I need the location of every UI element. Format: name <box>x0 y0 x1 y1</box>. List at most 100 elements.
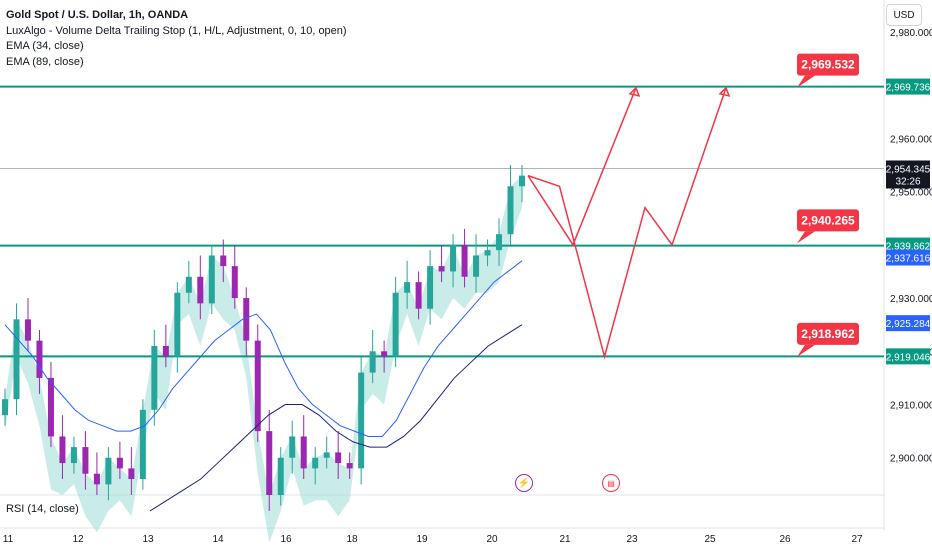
level-price-label: 2,939.862 <box>886 242 931 253</box>
callout-box <box>797 53 859 76</box>
candle-body <box>277 457 284 495</box>
y-tick-label: 2,950.000 <box>890 188 932 199</box>
callout-pointer <box>797 231 815 244</box>
candle-body <box>381 351 388 357</box>
candle-body <box>496 234 503 251</box>
chart-legend: Gold Spot / U.S. Dollar, 1h, OANDA LuxAl… <box>6 8 347 70</box>
indicator-luxalgo: LuxAlgo - Volume Delta Trailing Stop (1,… <box>6 24 347 37</box>
indicator-ema34: EMA (34, close) <box>6 40 84 52</box>
candle-body <box>197 276 204 304</box>
rsi-pane-label: RSI (14, close) <box>6 503 79 515</box>
candle-body <box>266 431 273 495</box>
candle-body <box>220 255 227 267</box>
candle-body <box>105 457 112 485</box>
level-price-label: 2,969.736 <box>886 83 931 94</box>
price-badge-label: 2,937.616 <box>886 254 931 265</box>
candle-body <box>185 276 192 293</box>
candle-body <box>174 292 181 357</box>
x-tick-label: 16 <box>280 534 292 545</box>
level-price-badge <box>886 348 930 365</box>
price-badge <box>886 160 930 189</box>
trailing-stop-band <box>5 175 522 543</box>
candle-body <box>82 447 89 474</box>
level-price-badge <box>886 78 930 95</box>
candle-body <box>450 244 457 272</box>
x-tick-label: 27 <box>851 534 863 545</box>
x-tick-label: 13 <box>142 534 154 545</box>
candle-body <box>404 282 411 293</box>
candle-body <box>415 282 422 309</box>
candle-body <box>335 452 342 464</box>
ema89-line <box>149 324 523 512</box>
candle-body <box>36 340 43 378</box>
x-tick-label: 18 <box>346 534 358 545</box>
candle-body <box>116 457 123 469</box>
callout-box <box>797 209 859 232</box>
candle-body <box>93 473 100 485</box>
candle-body <box>231 266 238 299</box>
callout-label: 2,940.265 <box>801 213 855 227</box>
candle-body <box>392 292 399 357</box>
price-badge-label: 2,954.345 <box>886 164 931 175</box>
callout-pointer <box>797 344 815 357</box>
callout-label: 2,918.962 <box>801 327 855 341</box>
y-tick-label: 2,960.000 <box>890 134 932 145</box>
x-tick-label: 21 <box>559 534 571 545</box>
candle-body <box>70 447 77 464</box>
price-badge <box>886 249 930 266</box>
lightning-event-icon[interactable]: ⚡ <box>515 474 533 492</box>
candle-body <box>151 345 158 410</box>
x-tick-label: 11 <box>3 534 14 545</box>
us-flag-event-icon[interactable]: ▤ <box>602 474 620 492</box>
callout-label: 2,969.532 <box>801 58 855 72</box>
candle-body <box>13 319 20 400</box>
x-tick-label: 25 <box>704 534 716 545</box>
currency-button[interactable]: USD <box>886 4 922 26</box>
candle-body <box>2 399 8 416</box>
candle-body <box>438 266 445 272</box>
x-tick-label: 26 <box>779 534 791 545</box>
candle-body <box>473 255 480 277</box>
y-tick-label: 2,910.000 <box>890 401 932 412</box>
callout-box <box>797 322 859 345</box>
y-tick-label: 2,900.000 <box>890 454 932 465</box>
candle-body <box>254 340 261 432</box>
candle-body <box>47 377 54 437</box>
x-tick-label: 12 <box>72 534 84 545</box>
candle-body <box>358 372 365 469</box>
forecast-path-0 <box>527 87 637 247</box>
x-tick-label: 19 <box>416 534 428 545</box>
candle-body <box>243 298 250 341</box>
level-price-label: 2,919.046 <box>886 352 931 363</box>
candle-body <box>208 255 215 304</box>
candle-body <box>323 452 330 458</box>
candle-body <box>427 266 434 309</box>
ema34-line <box>4 260 523 437</box>
candle-body <box>59 436 66 464</box>
candle-body <box>289 436 296 458</box>
candle-body <box>346 463 353 469</box>
candle-body <box>162 345 169 357</box>
candle-body <box>312 457 319 469</box>
forecast-arrowhead <box>718 86 731 97</box>
x-tick-label: 14 <box>212 534 224 545</box>
chart-title: Gold Spot / U.S. Dollar, 1h, OANDA <box>6 9 189 21</box>
x-tick-label: 23 <box>626 534 638 545</box>
x-tick-label: 20 <box>486 534 498 545</box>
candle-body <box>507 186 514 235</box>
countdown-label: 32:26 <box>895 176 920 187</box>
y-tick-label: 2,930.000 <box>890 294 932 305</box>
candle-body <box>139 409 146 480</box>
candle-body <box>24 319 31 341</box>
candle-body <box>461 244 468 277</box>
indicator-ema89: EMA (89, close) <box>6 55 84 68</box>
candle-body <box>369 351 376 373</box>
candle-body <box>519 175 525 187</box>
candle-body <box>128 468 135 480</box>
forecast-path-1 <box>527 87 727 360</box>
callout-pointer <box>797 75 815 88</box>
candle-body <box>484 250 491 256</box>
price-badge-label: 2,925.284 <box>886 319 931 330</box>
forecast-arrowhead <box>628 86 641 97</box>
